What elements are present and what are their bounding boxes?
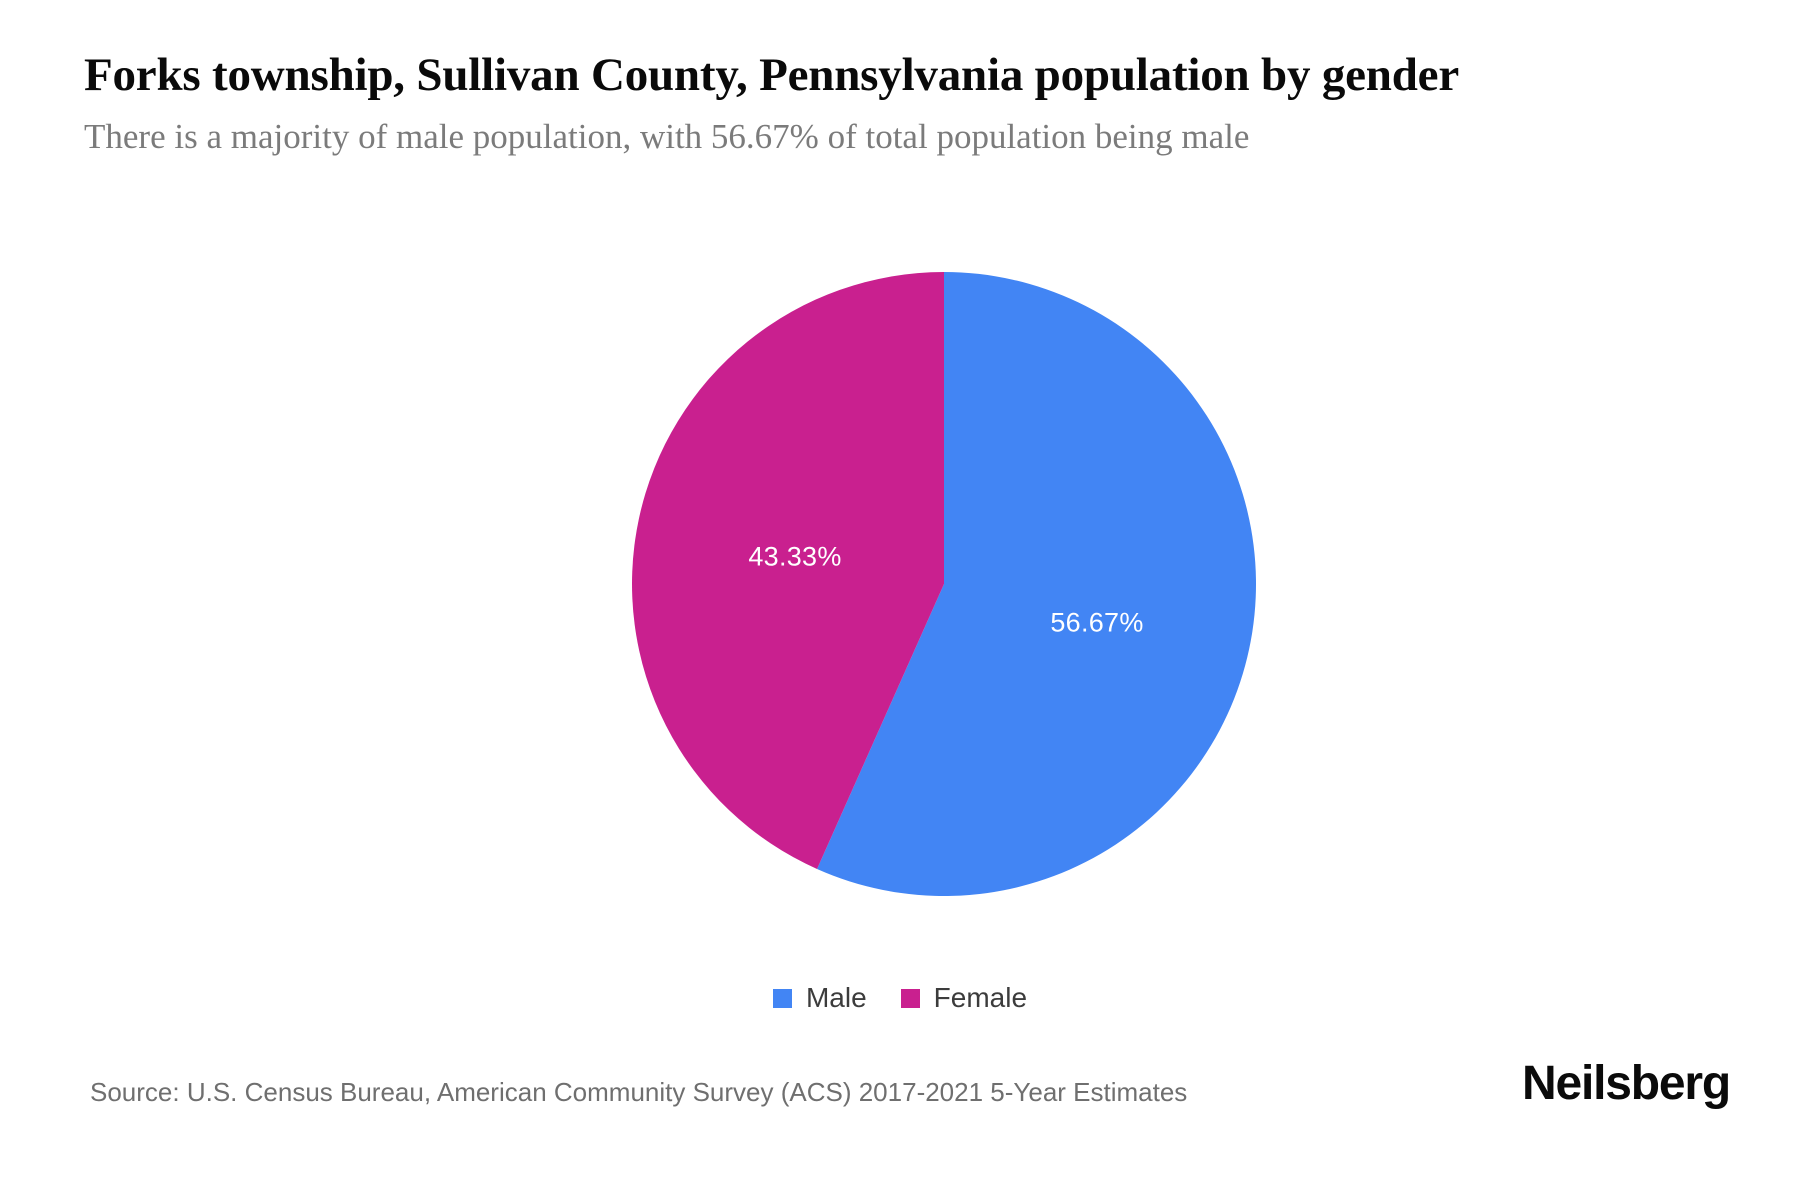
chart-legend: Male Female	[0, 982, 1800, 1014]
legend-item-female[interactable]: Female	[900, 982, 1028, 1014]
legend-label-female: Female	[933, 982, 1028, 1013]
legend-swatch-female-icon	[900, 988, 920, 1008]
pie-slice-label-female: 43.33%	[748, 541, 842, 572]
legend-swatch-male-icon	[772, 988, 792, 1008]
brand-logo: Neilsberg	[1522, 1057, 1731, 1110]
chart-header: Forks township, Sullivan County, Pennsyl…	[84, 48, 1724, 158]
pie-slice-female[interactable]	[632, 272, 944, 869]
pie-chart-svg	[632, 272, 1256, 896]
pie-slice-label-male: 56.67%	[1050, 607, 1144, 638]
legend-label-male: Male	[805, 982, 867, 1013]
pie-slice-male[interactable]	[817, 272, 1256, 896]
chart-subtitle: There is a majority of male population, …	[84, 117, 1250, 157]
legend-item-male[interactable]: Male	[772, 982, 867, 1014]
source-note: Source: U.S. Census Bureau, American Com…	[90, 1077, 1188, 1107]
page-title: Forks township, Sullivan County, Pennsyl…	[84, 49, 1459, 101]
